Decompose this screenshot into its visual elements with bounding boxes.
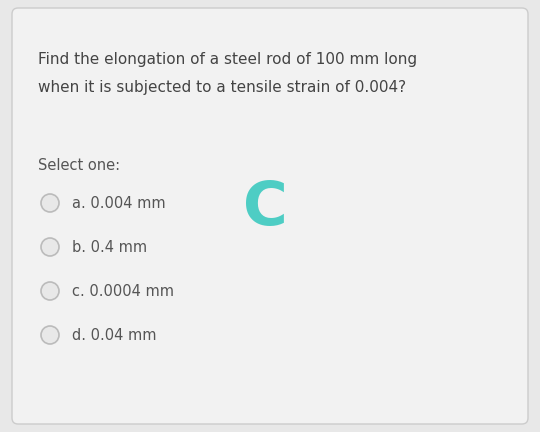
Text: a. 0.004 mm: a. 0.004 mm — [72, 196, 166, 211]
FancyBboxPatch shape — [12, 8, 528, 424]
Circle shape — [41, 326, 59, 344]
Circle shape — [41, 194, 59, 212]
Circle shape — [41, 282, 59, 300]
Text: d. 0.04 mm: d. 0.04 mm — [72, 328, 157, 343]
Text: b. 0.4 mm: b. 0.4 mm — [72, 240, 147, 255]
Circle shape — [41, 238, 59, 256]
Text: Find the elongation of a steel rod of 100 mm long: Find the elongation of a steel rod of 10… — [38, 52, 417, 67]
Text: C: C — [242, 178, 287, 238]
Text: c. 0.0004 mm: c. 0.0004 mm — [72, 284, 174, 299]
Text: when it is subjected to a tensile strain of 0.004?: when it is subjected to a tensile strain… — [38, 80, 406, 95]
Text: Select one:: Select one: — [38, 158, 120, 173]
